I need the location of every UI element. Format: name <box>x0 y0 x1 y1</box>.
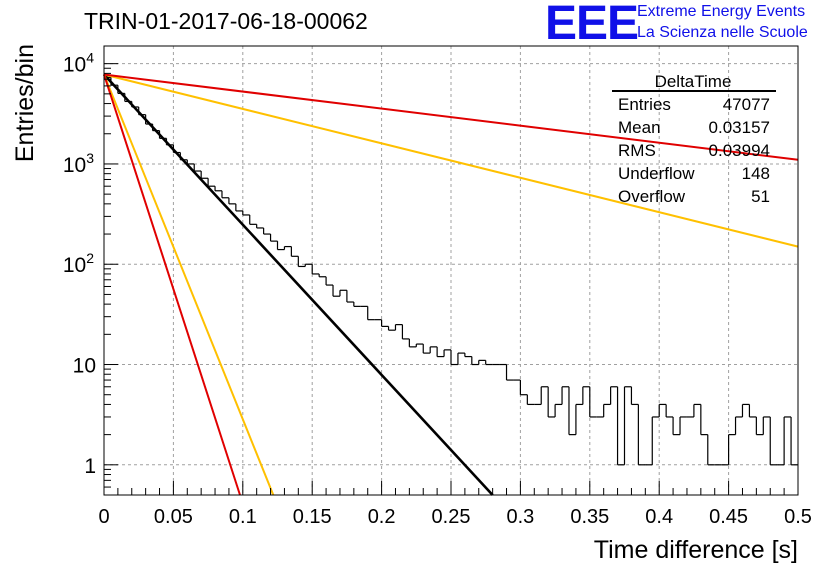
stats-label: RMS <box>618 141 656 160</box>
chart-title: TRIN-01-2017-06-18-00062 <box>84 8 368 34</box>
y-tick-label: 1 <box>84 455 96 478</box>
stats-label: Mean <box>618 118 661 137</box>
axis-ticks <box>103 63 799 496</box>
stats-value: 0.03157 <box>709 118 770 137</box>
fit-lines <box>103 73 799 496</box>
logo-line-1: Extreme Energy Events <box>637 3 806 20</box>
fit-line <box>103 73 799 161</box>
x-tick-label: 0.45 <box>709 506 748 528</box>
fit-line <box>103 73 494 496</box>
fit-line <box>103 74 241 496</box>
y-axis-title: Entries/bin <box>11 44 39 162</box>
x-tick-label: 0.05 <box>154 506 193 528</box>
stats-value: 0.03994 <box>709 141 770 160</box>
y-tick-label: 102 <box>63 250 94 277</box>
grid-lines <box>104 46 798 495</box>
stats-value: 47077 <box>723 95 770 114</box>
y-tick-label: 103 <box>63 150 94 177</box>
x-tick-label: 0.2 <box>368 506 396 528</box>
x-tick-label: 0.1 <box>229 506 257 528</box>
x-tick-label: 0.4 <box>645 506 673 528</box>
x-tick-label: 0.25 <box>432 506 471 528</box>
x-tick-label: 0.3 <box>506 506 534 528</box>
x-tick-label: 0 <box>98 506 109 528</box>
eee-logo: EEE <box>545 0 639 50</box>
stats-label: Underflow <box>618 164 695 183</box>
logo-line-2: La Scienza nelle Scuole <box>637 24 808 41</box>
stats-box: DeltaTime Entries 47077 Mean 0.03157 RMS 0.039… <box>612 72 776 206</box>
stats-label: Overflow <box>618 187 686 206</box>
stats-title: DeltaTime <box>655 72 732 91</box>
fit-line <box>103 73 799 248</box>
x-tick-label: 0.35 <box>570 506 609 528</box>
y-tick-label: 104 <box>63 50 94 77</box>
x-tick-label: 0.5 <box>784 506 812 528</box>
axis-labels: 0 0.05 0.1 0.15 0.2 0.25 0.3 0.35 0.4 0.45 0.5 1 10 1… <box>11 44 812 564</box>
x-axis-title: Time difference [s] <box>594 536 798 564</box>
stats-value: 148 <box>742 164 770 183</box>
fit-line <box>103 74 275 496</box>
histogram-bars <box>104 76 798 466</box>
stats-label: Entries <box>618 95 671 114</box>
y-tick-label: 10 <box>73 355 96 378</box>
x-tick-label: 0.15 <box>293 506 332 528</box>
stats-value: 51 <box>751 187 770 206</box>
